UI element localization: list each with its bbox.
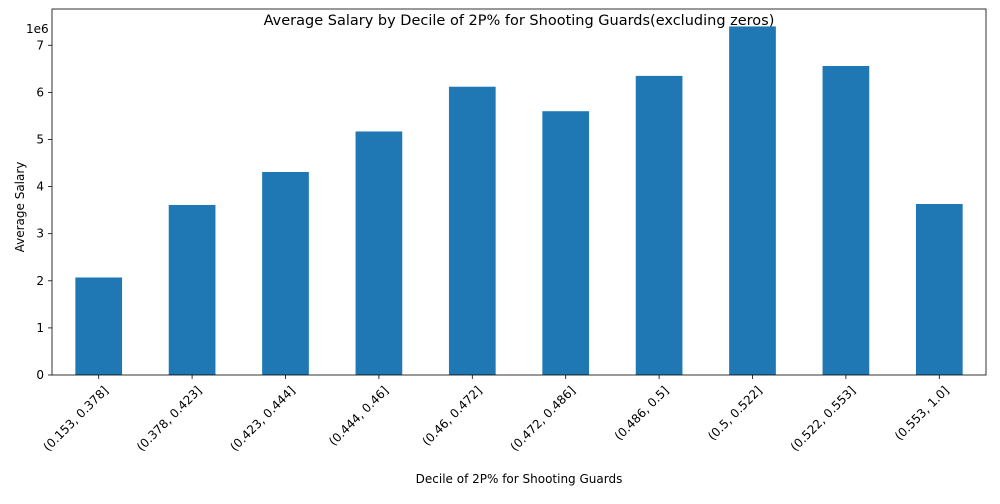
y-tick-label: 5 xyxy=(36,132,44,146)
y-tick-label: 3 xyxy=(36,227,44,241)
bars xyxy=(75,26,963,376)
bar xyxy=(168,204,216,375)
x-tick-label: (0.486, 0.5] xyxy=(612,383,672,443)
x-tick-label: (0.472, 0.486] xyxy=(508,383,579,454)
x-axis-ticks: (0.153, 0.378] (0.378, 0.423] (0.423, 0.44… xyxy=(41,375,952,454)
bar xyxy=(822,65,870,375)
y-tick-label: 4 xyxy=(36,180,44,194)
y-tick-label: 0 xyxy=(36,368,44,382)
x-tick-label: (0.46, 0.472] xyxy=(420,383,485,448)
y-axis-ticks: 0 1 2 3 4 5 6 7 xyxy=(36,38,52,382)
x-tick-label: (0.378, 0.423] xyxy=(134,383,205,454)
y-tick-label: 7 xyxy=(36,38,44,52)
bar xyxy=(542,111,590,375)
x-tick-label: (0.522, 0.553] xyxy=(788,383,859,454)
bar xyxy=(729,26,776,376)
x-tick-label: (0.5, 0.522] xyxy=(705,383,765,443)
bar xyxy=(448,86,496,375)
bar xyxy=(635,75,683,375)
x-tick-label: (0.423, 0.444] xyxy=(227,383,298,454)
bar xyxy=(262,171,309,375)
x-tick-label: (0.553, 1.0] xyxy=(892,383,952,443)
bar xyxy=(75,277,123,375)
x-tick-label: (0.444, 0.46] xyxy=(326,383,391,448)
y-tick-label: 2 xyxy=(36,274,44,288)
bar xyxy=(915,204,963,375)
x-axis-label: Decile of 2P% for Shooting Guards xyxy=(416,472,623,486)
y-axis-offset-label: 1e6 xyxy=(26,22,49,36)
chart-title: Average Salary by Decile of 2P% for Shoo… xyxy=(264,13,775,29)
y-axis-label: Average Salary xyxy=(13,162,27,253)
y-tick-label: 1 xyxy=(36,321,44,335)
bar xyxy=(355,131,403,375)
plot-frame xyxy=(51,8,987,376)
x-tick-label: (0.153, 0.378] xyxy=(41,383,112,454)
y-tick-label: 6 xyxy=(36,85,44,99)
